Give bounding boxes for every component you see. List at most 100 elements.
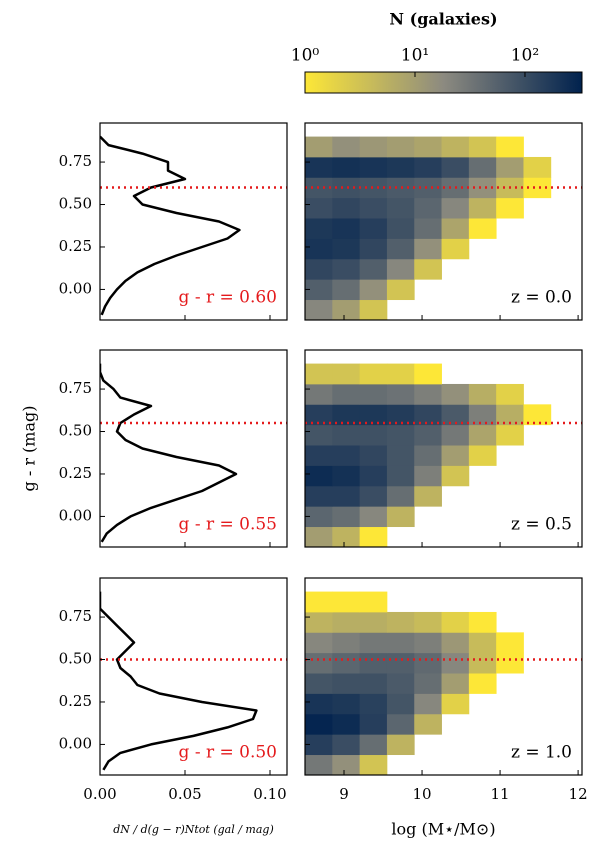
- heatmap-cell: [386, 713, 415, 735]
- plot-area: [305, 591, 582, 775]
- heatmap-cell: [496, 197, 524, 219]
- heatmap-cell: [468, 404, 497, 426]
- heatmap-cell: [414, 611, 442, 633]
- heatmap-cell: [332, 383, 361, 405]
- density-line: [100, 135, 241, 316]
- heatmap-cell: [332, 177, 361, 199]
- x-tick-label: 0.10: [253, 785, 286, 803]
- heatmap-cell: [414, 673, 442, 694]
- heatmap-cell: [305, 465, 333, 487]
- heatmap-cell: [496, 632, 524, 654]
- heatmap-cell: [414, 258, 442, 280]
- heatmap-cell: [359, 465, 388, 487]
- heatmap-cell: [414, 156, 442, 178]
- heatmap-cell: [441, 445, 470, 466]
- heatmap-cell: [305, 713, 333, 735]
- heatmap-cell: [305, 754, 333, 775]
- heatmap-cell: [386, 136, 415, 158]
- heatmap-cell: [332, 218, 361, 239]
- heatmap-cell: [386, 506, 415, 528]
- heatmap-cell: [332, 673, 361, 694]
- heatmap-cell: [386, 445, 415, 466]
- heatmap-cell: [359, 713, 388, 735]
- heatmap-cell: [332, 238, 361, 260]
- heatmap-cell: [414, 177, 442, 199]
- heatmap-cell: [441, 673, 470, 694]
- heatmap-cell: [441, 693, 470, 715]
- heatmap-cell: [441, 218, 470, 239]
- heatmap-cell: [441, 238, 470, 260]
- plot-area: [100, 591, 287, 771]
- heatmap-cell: [496, 404, 524, 426]
- heatmap-cell: [496, 652, 524, 674]
- y-tick-label: 0.00: [59, 734, 92, 752]
- panel: z = 0.0: [304, 122, 583, 321]
- annotation: z = 0.5: [511, 515, 572, 535]
- heatmap-cell: [332, 526, 361, 547]
- heatmap-cell: [523, 177, 552, 199]
- plot-area: [305, 136, 582, 320]
- heatmap-cell: [332, 445, 361, 466]
- heatmap-cell: [496, 156, 524, 178]
- heatmap-cell: [496, 136, 524, 158]
- heatmap-cell: [441, 652, 470, 674]
- heatmap-cell: [305, 383, 333, 405]
- axes-frame: [304, 122, 583, 321]
- panel: 0.00 0.25 0.50 0.75 0.00 0.05 0.10 g - r = 0.50…: [59, 577, 288, 836]
- heatmap-cell: [359, 526, 388, 547]
- y-tick-label: 0.00: [59, 279, 92, 297]
- heatmap-cell: [359, 652, 388, 674]
- heatmap-cell: [359, 258, 388, 280]
- heatmap-cell: [441, 136, 470, 158]
- heatmap-cell: [468, 632, 497, 654]
- heatmap-cell: [441, 611, 470, 633]
- annotation: g - r = 0.60: [179, 288, 277, 308]
- heatmap-cell: [414, 713, 442, 735]
- heatmap-cell: [332, 506, 361, 528]
- heatmap-cell: [386, 177, 415, 199]
- heatmap-cell: [359, 506, 388, 528]
- y-tick-label: 0.50: [59, 422, 92, 440]
- heatmap-cell: [359, 485, 388, 507]
- axes-frame: [99, 577, 288, 776]
- heatmap-cell: [359, 754, 388, 775]
- heatmap-cell: [359, 673, 388, 694]
- heatmap-cell: [496, 424, 524, 446]
- heatmap-cell: [386, 404, 415, 426]
- heatmap-cell: [305, 424, 333, 446]
- axes-frame: [304, 577, 583, 776]
- y-tick-label: 0.00: [59, 506, 92, 524]
- annotation: g - r = 0.55: [179, 515, 277, 535]
- heatmap-cell: [496, 383, 524, 405]
- x-tick-label: 10: [412, 785, 431, 803]
- x-tick-label: 0.00: [83, 785, 116, 803]
- heatmap-cell: [414, 197, 442, 219]
- axes-frame: [99, 349, 288, 548]
- heatmap-cell: [386, 465, 415, 487]
- heatmap-cell: [386, 693, 415, 715]
- heatmap-cell: [332, 465, 361, 487]
- heatmap-cell: [332, 197, 361, 219]
- heatmap-cell: [441, 156, 470, 178]
- panel: 9 10 11 12 z = 1.0 log (M⋆/M⊙): [304, 577, 588, 839]
- heatmap-cell: [386, 258, 415, 280]
- heatmap-cell: [305, 485, 333, 507]
- heatmap-cell: [305, 197, 333, 219]
- heatmap-cell: [332, 258, 361, 280]
- heatmap-cell: [359, 734, 388, 756]
- heatmap-cell: [332, 632, 361, 654]
- panel: z = 0.5: [304, 349, 583, 548]
- heatmap-cell: [332, 591, 361, 613]
- heatmap-cell: [386, 238, 415, 260]
- y-tick-label: 0.75: [59, 152, 92, 170]
- heatmap-cell: [468, 424, 497, 446]
- x-tick-label: 0.05: [168, 785, 201, 803]
- heatmap-cell: [468, 177, 497, 199]
- heatmap-cell: [359, 136, 388, 158]
- heatmap-cell: [468, 383, 497, 405]
- annotation: z = 0.0: [511, 288, 572, 308]
- heatmap-cell: [332, 734, 361, 756]
- heatmap-cell: [332, 611, 361, 633]
- heatmap-cell: [414, 218, 442, 239]
- heatmap-cell: [332, 136, 361, 158]
